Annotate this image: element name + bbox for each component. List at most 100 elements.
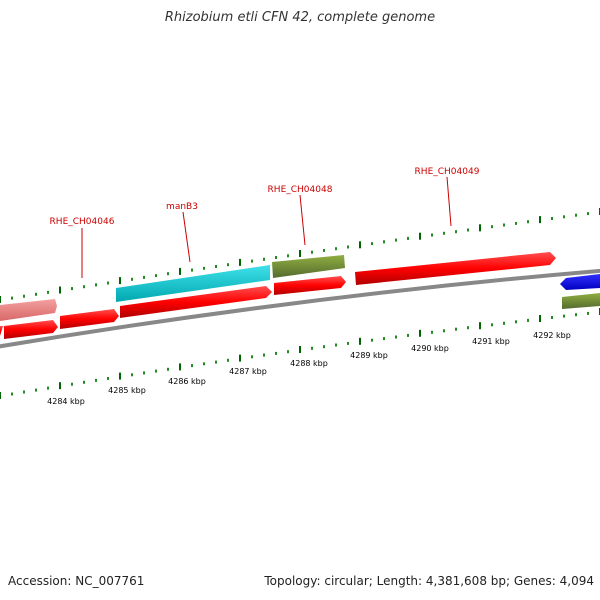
lower-tick (251, 355, 253, 359)
upper-tick (203, 266, 205, 270)
lower-tick (431, 330, 433, 334)
upper-tick (11, 296, 13, 300)
lower-tick (179, 363, 181, 371)
gene-red-inner-3[interactable] (120, 286, 272, 318)
lower-tick (587, 311, 589, 315)
scale-label-4286: 4286 kbp (168, 377, 206, 386)
lower-tick (167, 367, 169, 371)
upper-tick (155, 274, 157, 278)
upper-tick (23, 294, 25, 298)
lower-tick (551, 316, 553, 319)
inner-gene-track (0, 276, 600, 339)
scale-label-4287: 4287 kbp (229, 367, 267, 376)
lower-tick (323, 345, 325, 349)
upper-tick (359, 241, 361, 249)
upper-tick (47, 290, 49, 294)
lower-tick (395, 335, 397, 339)
upper-tick (371, 242, 373, 246)
upper-tick (335, 247, 337, 251)
gene-red-inner-1[interactable] (4, 320, 58, 339)
lower-tick (131, 373, 133, 377)
gene-label-rhe-ch04046: RHE_CH04046 (50, 217, 115, 227)
upper-tick (263, 257, 265, 261)
lower-tick (239, 354, 241, 362)
upper-tick (467, 228, 469, 232)
lower-tick (263, 353, 265, 357)
lower-tick (59, 382, 61, 390)
lower-tick (455, 327, 457, 331)
upper-tick (311, 250, 313, 254)
upper-tick (551, 217, 553, 220)
gene-rhe-ch04049[interactable] (355, 252, 556, 285)
upper-tick (323, 249, 325, 252)
upper-tick (143, 275, 145, 279)
gene-label-manb3: manB3 (166, 202, 198, 212)
upper-tick (395, 238, 397, 242)
lower-tick (527, 318, 529, 322)
connector-manb3 (182, 211, 191, 263)
lower-tick (515, 320, 517, 324)
lower-tick (287, 350, 289, 354)
lower-tick (503, 321, 505, 325)
lower-tick (119, 372, 121, 380)
upper-tick (527, 220, 529, 224)
scale-label-4288: 4288 kbp (290, 359, 328, 368)
upper-tick (479, 224, 481, 232)
scale-label-4284: 4284 kbp (47, 397, 85, 406)
connector-rhe-ch04048 (299, 194, 306, 246)
upper-tick (131, 277, 133, 281)
accession-text: Accession: NC_007761 (8, 574, 145, 588)
upper-tick (515, 221, 517, 225)
lower-tick (299, 346, 301, 353)
lower-tick (107, 377, 109, 380)
lower-tick (443, 329, 445, 333)
upper-tick (107, 281, 109, 285)
gene-manb3[interactable] (116, 265, 270, 302)
lower-tick (275, 351, 277, 355)
gene-rhe-ch04046[interactable] (60, 309, 119, 329)
upper-tick (347, 245, 349, 249)
gene-label-connectors (81, 176, 452, 278)
upper-tick (35, 292, 37, 296)
lower-tick (371, 338, 373, 342)
upper-tick (191, 268, 193, 272)
genome-backbone (0, 268, 600, 349)
gene-faded-left[interactable] (0, 299, 57, 321)
upper-tick (455, 230, 457, 234)
gene-rhe-ch04048[interactable] (272, 255, 345, 278)
gene-olive-right[interactable] (562, 293, 600, 309)
lower-tick (467, 326, 469, 330)
genome-summary: Topology: circular; Length: 4,381,608 bp… (264, 574, 594, 588)
upper-tick (503, 223, 505, 227)
scale-label-4292: 4292 kbp (533, 331, 571, 340)
connector-rhe-ch04049 (446, 176, 452, 227)
gene-red-left-edge[interactable] (0, 326, 3, 336)
lower-tick (95, 378, 97, 382)
upper-tick (419, 232, 421, 240)
scale-labels: 4284 kbp 4285 kbp 4286 kbp 4287 kbp 4288… (47, 331, 571, 406)
lower-tick (359, 337, 361, 345)
lower-tick (191, 364, 193, 368)
lower-tick-track (0, 308, 600, 399)
upper-tick (0, 296, 1, 303)
lower-tick (491, 323, 493, 327)
lower-tick (155, 369, 157, 373)
lower-tick (35, 388, 37, 392)
upper-tick (119, 277, 121, 285)
lower-tick (563, 314, 565, 318)
upper-tick-track (0, 208, 600, 303)
lower-tick (47, 386, 49, 390)
upper-tick (383, 240, 385, 244)
upper-tick (239, 258, 241, 266)
upper-tick (95, 283, 97, 287)
gene-label-rhe-ch04048: RHE_CH04048 (268, 185, 333, 195)
upper-tick (275, 256, 277, 259)
gene-red-inner-4[interactable] (274, 276, 346, 295)
lower-tick (23, 390, 25, 394)
lower-tick (419, 329, 421, 337)
upper-tick (287, 254, 289, 258)
upper-tick (407, 236, 409, 240)
lower-tick (407, 333, 409, 337)
gene-blue-right[interactable] (560, 274, 600, 290)
map-title: Rhizobium etli CFN 42, complete genome (164, 10, 436, 25)
